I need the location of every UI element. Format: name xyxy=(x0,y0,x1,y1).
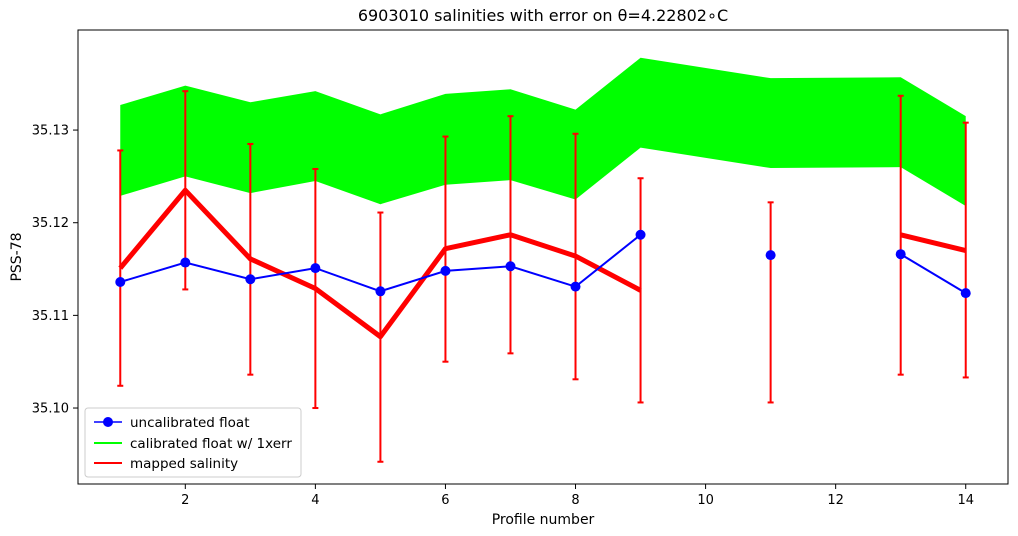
uncalibrated-float-point xyxy=(635,229,646,240)
x-tick-label: 12 xyxy=(827,493,844,508)
mapped-salinity-errorbar xyxy=(117,149,124,387)
mapped-salinity-errorbar xyxy=(637,177,644,404)
calibrated-error-band xyxy=(120,57,966,207)
y-axis: 35.10 35.11 35.12 35.13 xyxy=(32,124,78,417)
legend-box xyxy=(84,407,302,478)
uncalibrated-float-point xyxy=(570,281,581,292)
mapped-salinity-errorbar xyxy=(572,132,579,381)
uncalibrated-float-point xyxy=(245,274,256,285)
x-tick-label: 8 xyxy=(571,493,579,508)
x-tick-label: 14 xyxy=(957,493,974,508)
mapped-salinity-errorbar xyxy=(767,201,774,404)
legend-label-uncalibrated: uncalibrated float xyxy=(130,415,250,431)
mapped-salinity-line-3 xyxy=(900,232,967,253)
uncalibrated-float-line-3 xyxy=(900,253,967,294)
legend-label-mapped: mapped salinity xyxy=(130,456,238,472)
x-axis-label: Profile number xyxy=(492,512,595,528)
uncalibrated-float-point xyxy=(375,286,386,297)
y-tick-label: 35.11 xyxy=(32,309,69,324)
x-axis: 2 4 6 8 10 12 14 xyxy=(181,484,974,508)
legend: uncalibrated float calibrated float w/ 1… xyxy=(84,407,302,478)
uncalibrated-float-point xyxy=(960,288,971,299)
mapped-salinity-errorbar xyxy=(897,94,904,376)
uncalibrated-float-point xyxy=(895,249,906,260)
legend-item-uncalibrated-float: uncalibrated float xyxy=(94,415,250,431)
legend-item-calibrated-float: calibrated float w/ 1xerr xyxy=(94,436,292,452)
legend-item-mapped-salinity: mapped salinity xyxy=(94,456,238,472)
uncalibrated-float-point xyxy=(765,250,776,261)
x-tick-label: 10 xyxy=(697,493,714,508)
mapped-salinity-errorbar xyxy=(507,115,514,355)
mapped-salinity-errorbar xyxy=(182,90,189,291)
chart-title: 6903010 salinities with error on θ=4.228… xyxy=(358,6,728,25)
plot-area xyxy=(115,57,971,463)
y-tick-label: 35.13 xyxy=(32,124,69,139)
mapped-salinity-errorbar xyxy=(377,211,384,463)
axes-frame xyxy=(77,29,1009,485)
y-tick-label: 35.10 xyxy=(32,402,69,417)
x-tick-label: 2 xyxy=(181,493,189,508)
uncalibrated-float-point xyxy=(505,261,516,272)
uncalibrated-float-point xyxy=(440,265,451,276)
legend-marker-uncalibrated xyxy=(103,417,113,427)
mapped-salinity-errorbar xyxy=(312,167,319,410)
legend-label-calibrated: calibrated float w/ 1xerr xyxy=(130,436,292,452)
uncalibrated-float-point xyxy=(310,263,321,274)
x-tick-label: 4 xyxy=(311,493,319,508)
uncalibrated-float-point xyxy=(115,277,126,288)
uncalibrated-float-point xyxy=(180,257,191,268)
y-axis-label: PSS-78 xyxy=(9,232,25,281)
y-tick-label: 35.12 xyxy=(32,216,69,231)
mapped-salinity-errorbar xyxy=(442,135,449,363)
mapped-salinity-errorbar xyxy=(247,142,254,376)
x-tick-label: 6 xyxy=(441,493,449,508)
mapped-salinity-errorbar xyxy=(962,121,969,379)
